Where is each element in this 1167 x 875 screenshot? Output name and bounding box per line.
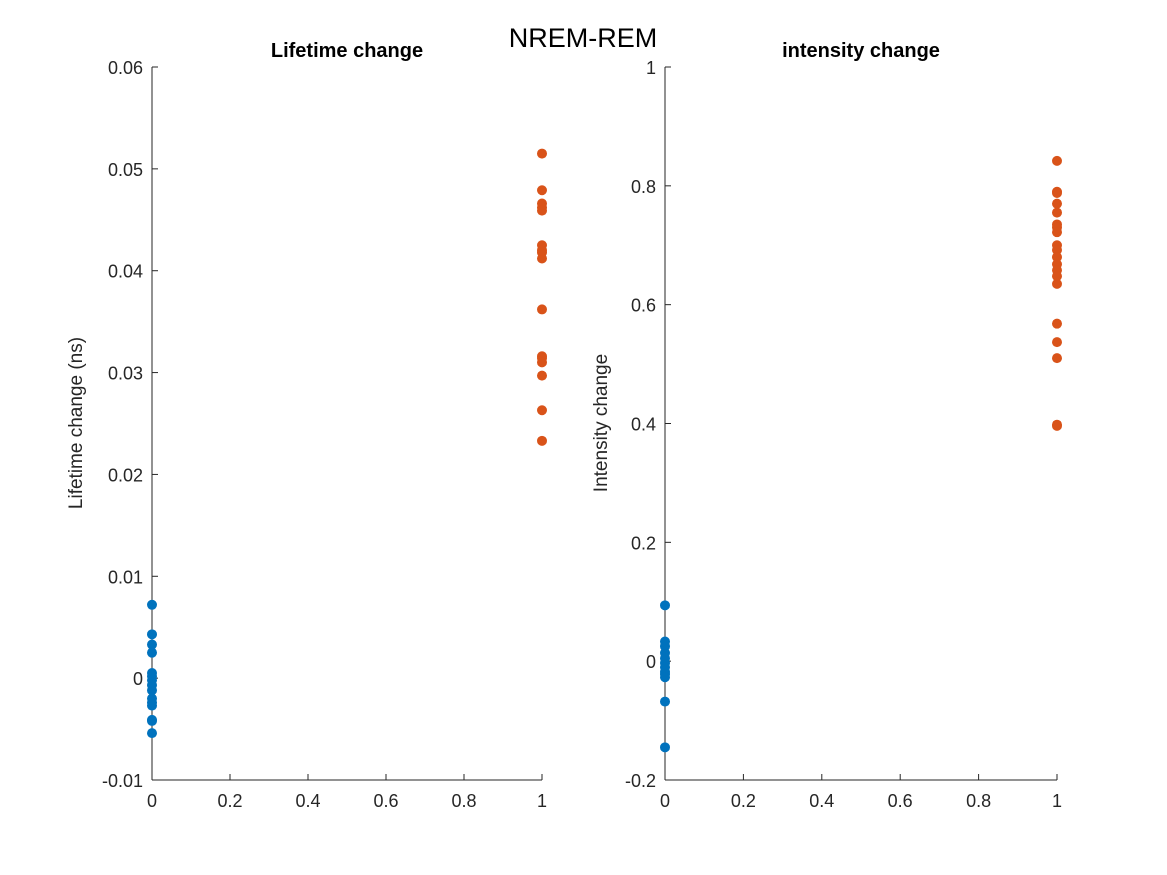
intensity-y-tick-label: 0 [646,652,656,672]
lifetime-y-tick-label: 0.06 [108,58,143,78]
lifetime-x-tick-label: 0.2 [217,791,242,811]
lifetime-change-panel: 0 0.2 0.4 0.6 0.8 1-0.0100.010.020.030.040.05… [66,40,547,811]
lifetime-series-2-point [537,357,547,368]
intensity-series-2-point [1052,353,1062,364]
lifetime-series-2-point [537,435,547,446]
intensity-series-2-point [1052,278,1062,289]
lifetime-series-2-point [537,253,547,264]
intensity-series-1-point [660,672,670,683]
lifetime-series-2-point [537,205,547,216]
intensity-series-2-point [1052,207,1062,218]
lifetime-series-1-point [147,715,157,726]
intensity-x-tick-label: 0.4 [809,791,834,811]
lifetime-x-tick-label: 0.8 [451,791,476,811]
intensity-series-1-point [660,696,670,707]
lifetime-y-tick-label: 0.03 [108,364,143,384]
lifetime-x-tick-label: 0.6 [373,791,398,811]
intensity-series-2-point [1052,420,1062,431]
lifetime-series-2-point [537,245,547,256]
intensity-y-tick-label: 0.4 [631,415,656,435]
figure-suptitle: NREM-REM [509,23,658,53]
intensity-y-tick-label: 0.8 [631,177,656,197]
lifetime-x-tick-label: 0.4 [295,791,320,811]
intensity-series-2-point [1052,227,1062,238]
lifetime-panel-title: Lifetime change [271,40,423,62]
intensity-x-tick-label: 0.8 [966,791,991,811]
lifetime-x-tick-label: 1 [537,791,547,811]
lifetime-series-2-point [537,370,547,381]
lifetime-x-tick-label: 0 [147,791,157,811]
lifetime-series-2-point [537,185,547,196]
lifetime-series-1-point [147,647,157,658]
intensity-y-tick-label: 0.6 [631,296,656,316]
intensity-series-2-point [1052,318,1062,329]
intensity-y-tick-label: -0.2 [625,771,656,791]
intensity-series-2-point [1052,155,1062,166]
intensity-x-tick-label: 0.2 [731,791,756,811]
lifetime-y-tick-label: 0.01 [108,567,143,587]
lifetime-series-1-point [147,728,157,739]
intensity-series-2-point [1052,252,1062,263]
lifetime-series-1-point [147,599,157,610]
intensity-y-tick-label: 0.2 [631,533,656,553]
intensity-y-tick-label: 1 [646,58,656,78]
intensity-x-tick-label: 1 [1052,791,1062,811]
lifetime-series-1-point [147,629,157,640]
lifetime-series-1-point [147,639,157,650]
intensity-series-2-point [1052,271,1062,282]
lifetime-y-tick-label: 0.05 [108,160,143,180]
intensity-series-2-point [1052,337,1062,348]
intensity-series-2-point [1052,245,1062,256]
intensity-panel-title: intensity change [782,40,940,62]
intensity-series-1-point [660,600,670,611]
intensity-series-2-point [1052,198,1062,209]
lifetime-series-1-point [147,700,157,711]
lifetime-y-tick-label: 0.04 [108,262,143,282]
intensity-x-tick-label: 0 [660,791,670,811]
lifetime-y-tick-label: 0 [133,669,143,689]
intensity-series-2-point [1052,187,1062,198]
lifetime-series-1-point [147,685,157,696]
intensity-change-panel: 0 0.2 0.4 0.6 0.8 1-0.200.20.40.60.81intensit… [591,40,1062,811]
intensity-x-tick-label: 0.6 [888,791,913,811]
lifetime-series-2-point [537,405,547,416]
intensity-y-axis-label: Intensity change [591,354,612,492]
lifetime-series-2-point [537,304,547,315]
lifetime-y-tick-label: 0.02 [108,465,143,485]
lifetime-y-tick-label: -0.01 [102,771,143,791]
lifetime-y-axis-label: Lifetime change (ns) [66,337,87,509]
intensity-series-1-point [660,742,670,753]
lifetime-series-2-point [537,148,547,159]
